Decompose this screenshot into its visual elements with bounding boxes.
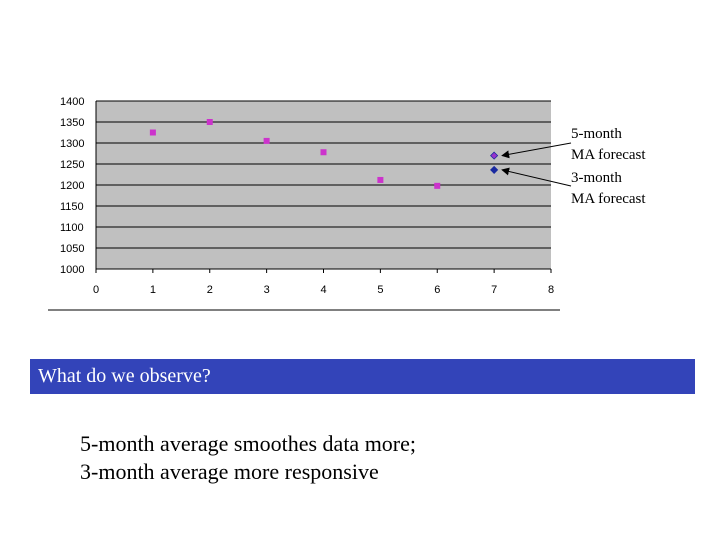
annotation-arrow	[501, 167, 572, 187]
question-text: What do we observe?	[38, 365, 211, 387]
data-point	[320, 149, 327, 156]
question-banner: What do we observe?	[30, 359, 695, 395]
annotation-3-month-line-2: MA forecast	[571, 191, 646, 207]
chart: 1000 1050 1100 1150 1200 1250 1300 1350 1400 0 1 2…	[48, 96, 572, 311]
x-tick-label: 0	[93, 284, 99, 296]
data-point	[149, 129, 156, 136]
y-tick-label: 1050	[60, 243, 84, 255]
data-point	[263, 137, 270, 144]
annotation-arrow	[501, 142, 572, 159]
answer-line-1: 5-month average smoothes data more;	[80, 431, 417, 456]
y-tick-label: 1150	[60, 201, 84, 213]
annotation-5-month-line-1: 5-month	[571, 126, 622, 142]
y-tick-label: 1000	[60, 264, 84, 276]
y-tick-label: 1300	[60, 138, 84, 150]
annotation-arrows	[501, 142, 572, 187]
x-tick-label: 1	[150, 284, 156, 296]
x-tick-label: 2	[207, 284, 213, 296]
x-tick-label: 7	[491, 284, 497, 296]
annotation-5-month: 5-month MA forecast	[571, 124, 646, 166]
data-points	[149, 119, 499, 189]
x-tick-label: 4	[320, 284, 326, 296]
gridlines	[96, 100, 551, 249]
axes	[95, 101, 552, 273]
data-point	[206, 119, 213, 125]
x-tick-label: 5	[377, 284, 383, 296]
answer-text: 5-month average smoothes data more; 3-mo…	[80, 430, 416, 486]
x-tick-label: 8	[548, 284, 554, 296]
annotation-3-month: 3-month MA forecast	[571, 168, 646, 210]
data-point	[434, 182, 441, 189]
annotation-5-month-line-2: MA forecast	[571, 147, 646, 163]
data-point	[377, 176, 384, 183]
y-tick-label: 1400	[60, 96, 84, 108]
y-tick-label: 1350	[60, 117, 84, 129]
y-tick-label: 1100	[60, 222, 84, 234]
forecast-point	[490, 151, 499, 160]
x-tick-label: 6	[434, 284, 440, 296]
y-tick-label: 1250	[60, 159, 84, 171]
forecast-point	[490, 165, 499, 174]
y-tick-label: 1200	[60, 180, 84, 192]
x-tick-labels: 0 1 2 3 4 5 6 7 8	[93, 284, 554, 296]
x-tick-label: 3	[264, 284, 270, 296]
answer-line-2: 3-month average more responsive	[80, 459, 379, 484]
y-tick-labels: 1000 1050 1100 1150 1200 1250 1300 1350 1400	[60, 96, 84, 276]
annotation-3-month-line-1: 3-month	[571, 170, 622, 186]
